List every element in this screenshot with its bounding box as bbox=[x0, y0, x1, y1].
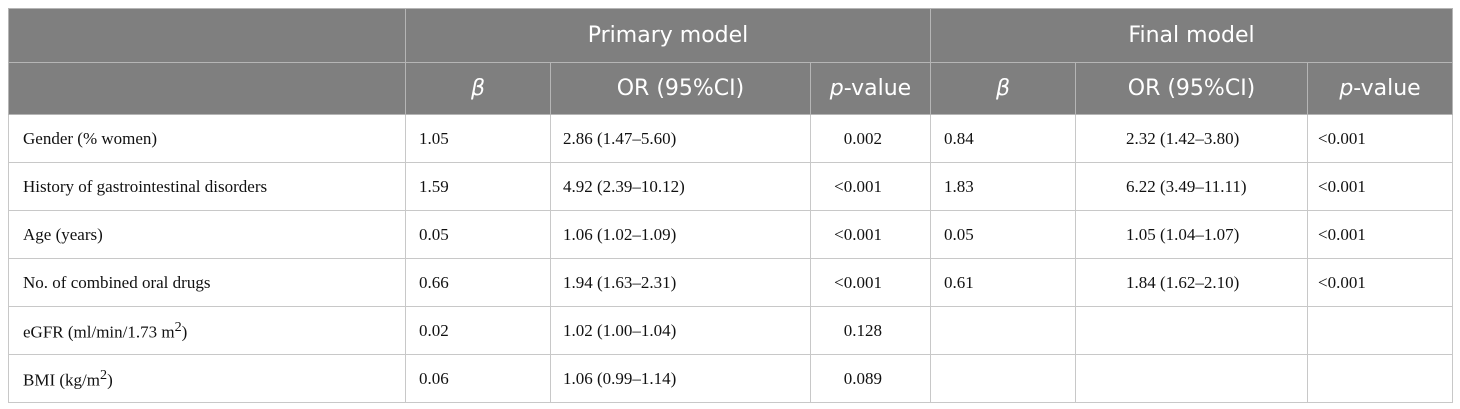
label-text: ) bbox=[181, 322, 188, 342]
cell: 0.66 bbox=[405, 258, 551, 307]
cell: 1.94 (1.63–2.31) bbox=[550, 258, 811, 307]
cell: 1.05 (1.04–1.07) bbox=[1075, 210, 1309, 259]
beta-symbol: β bbox=[470, 76, 486, 101]
row-label: BMI (kg/m2) bbox=[8, 354, 406, 403]
cell: 0.05 bbox=[930, 210, 1077, 259]
group-header: Primary model bbox=[404, 8, 932, 63]
corner-cell bbox=[8, 62, 406, 115]
label-text: Gender (% women) bbox=[23, 128, 158, 148]
cell: 1.05 bbox=[405, 114, 551, 163]
cell: <0.001 bbox=[1307, 258, 1454, 307]
cell: 2.86 (1.47–5.60) bbox=[550, 114, 811, 163]
cell: <0.001 bbox=[809, 162, 932, 211]
cell bbox=[930, 354, 1077, 403]
cell: <0.001 bbox=[809, 258, 932, 307]
row-label: History of gastrointestinal disorders bbox=[8, 162, 406, 211]
group-header-row: Primary model Final model bbox=[8, 8, 1454, 63]
p-italic: p bbox=[829, 76, 844, 101]
table-body: Gender (% women) 1.05 2.86 (1.47–5.60) 0.00… bbox=[8, 114, 1454, 403]
cell: 0.089 bbox=[809, 354, 932, 403]
table-row: History of gastrointestinal disorders 1.5… bbox=[8, 162, 1454, 211]
superscript: 2 bbox=[99, 366, 108, 383]
p-rest: -value bbox=[843, 76, 912, 101]
cell: 1.06 (1.02–1.09) bbox=[550, 210, 811, 259]
p-rest: -value bbox=[1353, 76, 1421, 101]
cell: 1.02 (1.00–1.04) bbox=[550, 306, 811, 355]
row-label: No. of combined oral drugs bbox=[8, 258, 406, 307]
cell: 1.06 (0.99–1.14) bbox=[550, 354, 811, 403]
cell: 6.22 (3.49–11.11) bbox=[1075, 162, 1309, 211]
table-row: Age (years) 0.05 1.06 (1.02–1.09) <0.001 0.0… bbox=[8, 210, 1454, 259]
cell bbox=[1307, 306, 1454, 355]
column-header: p-value bbox=[1307, 62, 1454, 115]
table-row: No. of combined oral drugs 0.66 1.94 (1.63… bbox=[8, 258, 1454, 307]
label-text: eGFR (ml/min/1.73 m bbox=[23, 322, 175, 342]
superscript: 2 bbox=[174, 318, 182, 335]
results-table: Primary model Final model β OR (95%CI) p… bbox=[8, 8, 1454, 403]
corner-cell bbox=[8, 8, 406, 63]
label-text: History of gastrointestinal disorders bbox=[23, 176, 268, 196]
cell: 0.05 bbox=[405, 210, 551, 259]
row-label: eGFR (ml/min/1.73 m2) bbox=[8, 306, 406, 355]
beta-symbol: β bbox=[995, 76, 1011, 101]
cell: <0.001 bbox=[1307, 210, 1454, 259]
cell: 0.128 bbox=[809, 306, 932, 355]
cell: 0.06 bbox=[405, 354, 551, 403]
table-row: eGFR (ml/min/1.73 m2) 0.02 1.02 (1.00–1.04… bbox=[8, 306, 1454, 355]
cell: 0.61 bbox=[930, 258, 1077, 307]
cell: 0.84 bbox=[930, 114, 1077, 163]
label-text: Age (years) bbox=[23, 224, 103, 244]
column-header: OR (95%CI) bbox=[1075, 62, 1309, 115]
column-header: β bbox=[930, 62, 1077, 115]
cell: 1.84 (1.62–2.10) bbox=[1075, 258, 1309, 307]
cell: <0.001 bbox=[809, 210, 932, 259]
cell bbox=[930, 306, 1077, 355]
cell: 4.92 (2.39–10.12) bbox=[550, 162, 811, 211]
cell: 2.32 (1.42–3.80) bbox=[1075, 114, 1309, 163]
column-header: p-value bbox=[809, 62, 932, 115]
row-label: Age (years) bbox=[8, 210, 406, 259]
label-text: No. of combined oral drugs bbox=[23, 272, 211, 292]
p-italic: p bbox=[1339, 76, 1354, 101]
label-text: BMI (kg/m bbox=[23, 370, 100, 390]
cell bbox=[1075, 354, 1309, 403]
cell: 1.59 bbox=[405, 162, 551, 211]
column-header-row: β OR (95%CI) p-value β OR (95%CI) p-valu… bbox=[8, 62, 1454, 115]
column-header: β bbox=[405, 62, 551, 115]
table-row: BMI (kg/m2) 0.06 1.06 (0.99–1.14) 0.089 bbox=[8, 354, 1454, 403]
cell: <0.001 bbox=[1307, 114, 1454, 163]
cell: 0.02 bbox=[405, 306, 551, 355]
cell: <0.001 bbox=[1307, 162, 1454, 211]
column-header: OR (95%CI) bbox=[550, 62, 811, 115]
label-text: ) bbox=[107, 370, 113, 390]
cell: 1.83 bbox=[930, 162, 1077, 211]
cell bbox=[1075, 306, 1309, 355]
row-label: Gender (% women) bbox=[8, 114, 406, 163]
table-row: Gender (% women) 1.05 2.86 (1.47–5.60) 0.00… bbox=[8, 114, 1454, 163]
cell: 0.002 bbox=[809, 114, 932, 163]
cell bbox=[1307, 354, 1454, 403]
group-header: Final model bbox=[930, 8, 1454, 63]
